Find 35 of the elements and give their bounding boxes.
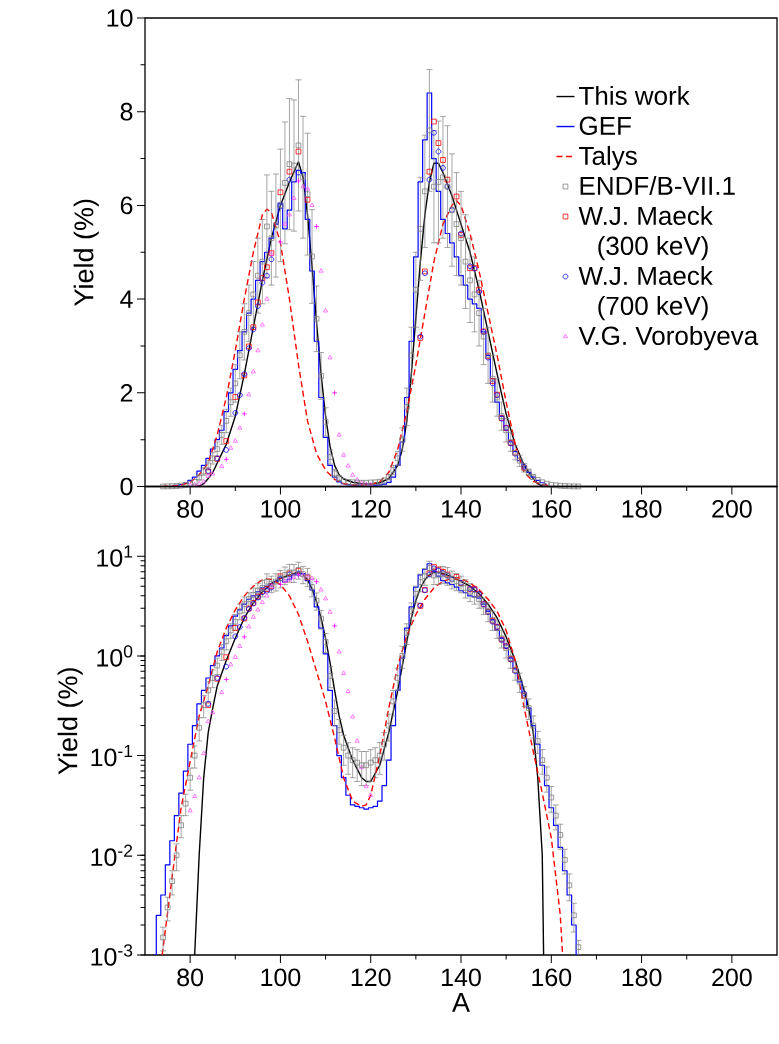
y-axis-title: Yield (%): [57, 668, 83, 775]
y-tick-label: 10$^{-1}$: [91, 744, 133, 767]
legend-label: V.G. Vorobyeva: [578, 325, 759, 351]
x-tick-label: 100: [261, 968, 301, 987]
x-tick-label: 140: [442, 500, 481, 518]
x-tick-label: 140: [442, 968, 481, 987]
x-tick-label: 180: [622, 500, 662, 518]
y-tick-label: 10$^{-2}$: [91, 844, 133, 867]
x-tick-label: 80: [177, 500, 204, 518]
y-tick-label: 10$^{1}$: [97, 545, 133, 567]
legend-label: This work: [579, 85, 690, 106]
y-tick-label: 2: [120, 384, 133, 402]
legend-label: ENDF/B-VII.1: [580, 175, 735, 196]
y-tick-label: 10: [107, 9, 133, 27]
x-tick-label: 200: [712, 500, 752, 518]
x-tick-label: 180: [622, 968, 662, 987]
legend-label: GEF: [579, 116, 631, 136]
y-tick-label: 10$^{0}$: [97, 645, 133, 667]
y-tick-label: 10$^{-3}$: [91, 944, 133, 966]
y-tick-label: 8: [120, 102, 133, 121]
x-tick-label: 80: [177, 968, 204, 987]
legend-label: W.J. Maeck (300 keV): [578, 205, 713, 261]
x-axis-title: A: [452, 993, 470, 1012]
x-tick-label: 120: [351, 968, 391, 987]
x-tick-label: 120: [351, 500, 391, 518]
y-tick-label: 4: [120, 290, 133, 308]
y-tick-label: 0: [120, 477, 133, 496]
legend-label: W.J. Maeck (700 keV): [578, 265, 713, 321]
legend-label: Talys: [579, 145, 637, 171]
x-tick-label: 160: [532, 968, 572, 987]
x-tick-label: 160: [532, 500, 572, 518]
x-tick-label: 100: [261, 500, 301, 518]
y-axis-title: Yield (%): [73, 199, 99, 306]
y-tick-label: 6: [120, 196, 133, 215]
x-tick-label: 200: [712, 968, 752, 987]
